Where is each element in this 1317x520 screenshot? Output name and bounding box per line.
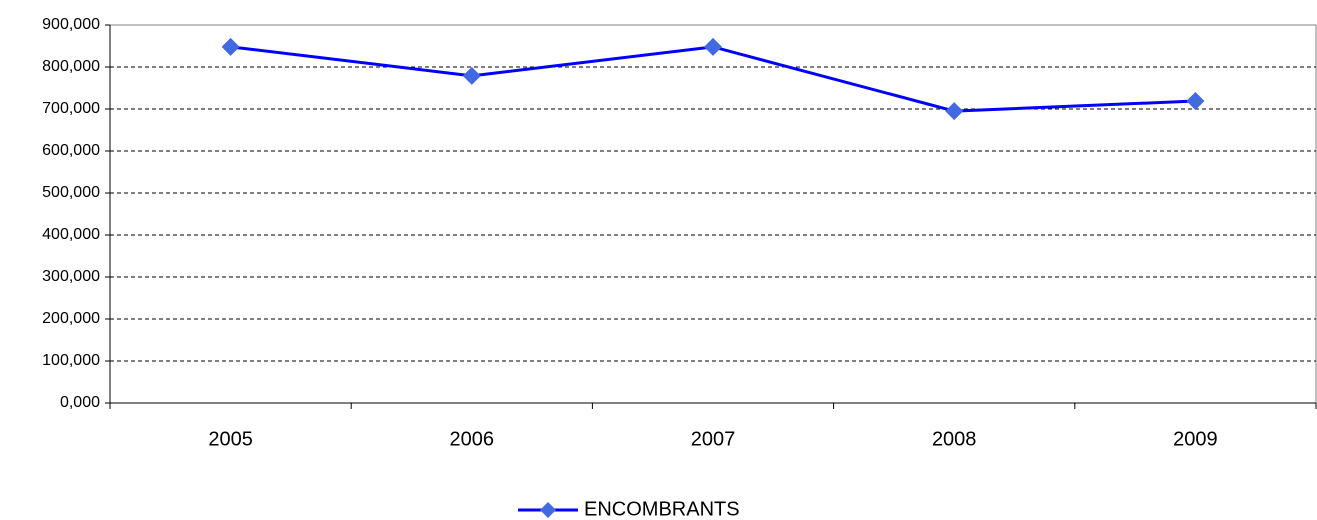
data-point [1186, 92, 1205, 111]
y-tick-label: 300,000 [42, 268, 100, 285]
plot-border [109, 24, 1317, 404]
x-tick-label: 2008 [932, 428, 977, 450]
y-tick-label: 700,000 [42, 100, 100, 117]
data-point [704, 37, 722, 56]
y-tick-label: 400,000 [42, 226, 100, 243]
data-line [230, 45, 1196, 113]
x-tick-label: 2006 [450, 428, 495, 450]
y-tick-label: 500,000 [42, 184, 100, 201]
data-point [221, 37, 240, 56]
x-tick-label: 2009 [1173, 428, 1218, 450]
x-tick-label: 2007 [691, 428, 736, 450]
data-point [462, 66, 481, 85]
y-tick-label: 900,000 [42, 16, 100, 33]
y-tick-label: 800,000 [42, 58, 100, 75]
data-point [945, 102, 964, 121]
legend-marker [540, 502, 556, 518]
y-tick-label: 200,000 [42, 310, 100, 327]
y-tick-label: 100,000 [42, 352, 100, 369]
y-tick-label: 600,000 [42, 142, 100, 159]
x-tick-label: 2005 [208, 428, 253, 450]
y-tick-label: 0,000 [60, 394, 100, 411]
legend-label: ENCOMBRANTS [584, 498, 740, 520]
